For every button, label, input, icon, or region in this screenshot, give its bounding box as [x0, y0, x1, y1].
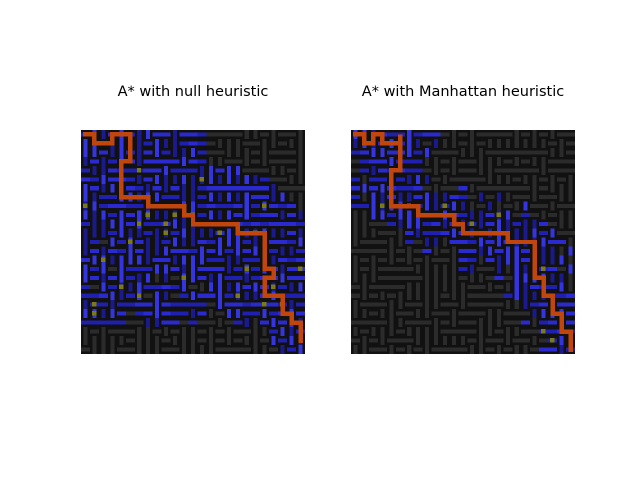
panel-title-null-heuristic: A* with null heuristic: [117, 84, 269, 100]
solution-path: [353, 132, 573, 352]
panel-title-manhattan-heuristic: A* with Manhattan heuristic: [361, 84, 565, 100]
maze-null-heuristic: [81, 130, 305, 354]
maze-manhattan-heuristic: [351, 130, 575, 354]
solution-path: [83, 132, 303, 343]
